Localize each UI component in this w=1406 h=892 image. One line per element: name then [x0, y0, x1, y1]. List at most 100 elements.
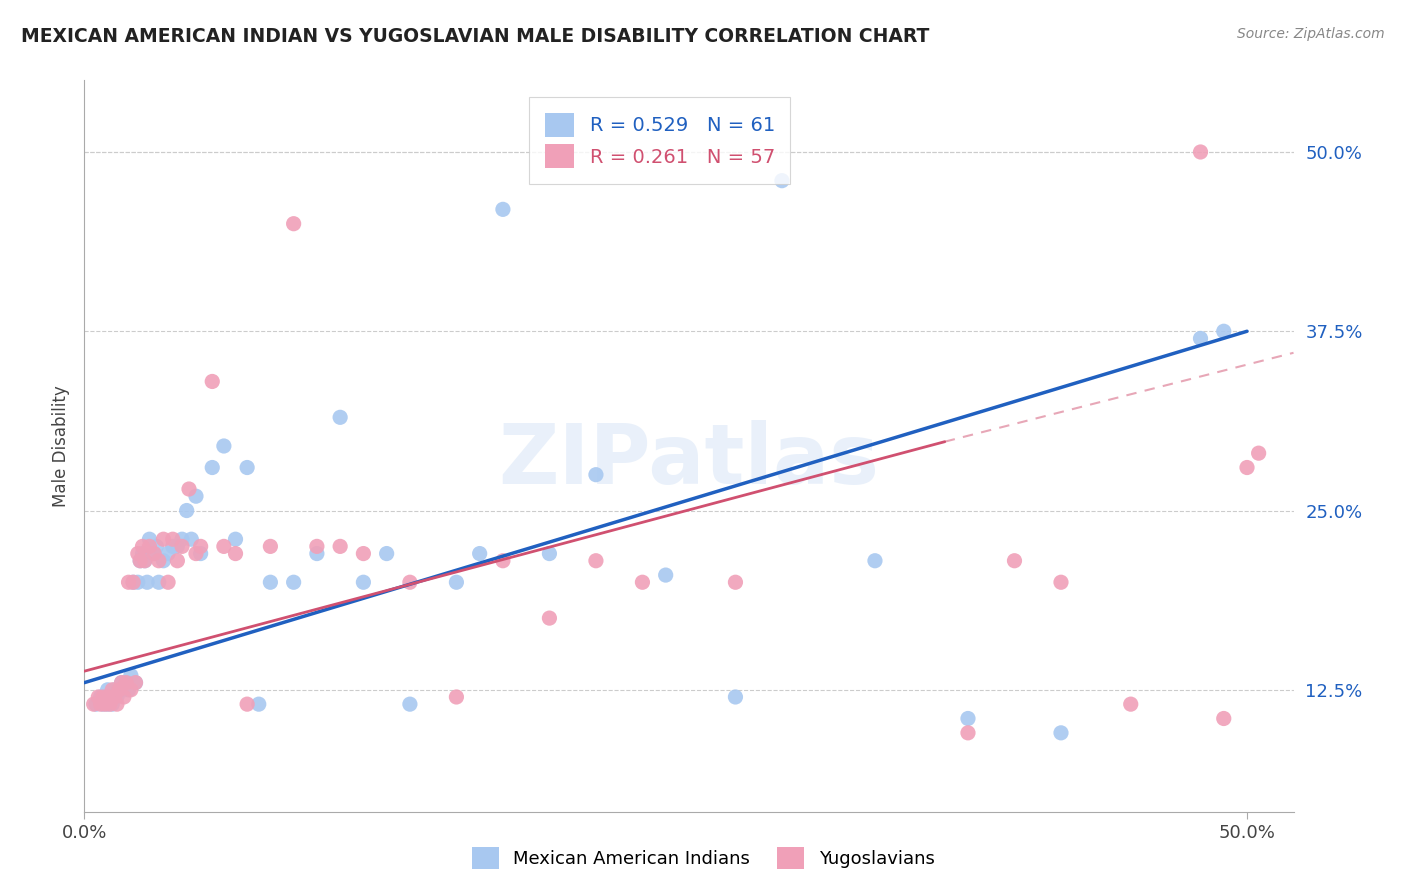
- Point: [177, 482, 200, 496]
- Point: [329, 410, 352, 425]
- Point: [104, 682, 127, 697]
- Point: [863, 554, 886, 568]
- Point: [190, 540, 212, 554]
- Point: [124, 675, 146, 690]
- Point: [157, 547, 180, 561]
- Legend: Mexican American Indians, Yugoslavians: Mexican American Indians, Yugoslavians: [463, 838, 943, 879]
- Point: [124, 675, 146, 690]
- Point: [654, 568, 676, 582]
- Point: [110, 675, 132, 690]
- Point: [305, 547, 328, 561]
- Point: [129, 554, 152, 568]
- Point: [225, 547, 247, 561]
- Point: [259, 575, 281, 590]
- Point: [90, 697, 112, 711]
- Point: [87, 690, 110, 704]
- Point: [352, 547, 374, 561]
- Point: [101, 682, 124, 697]
- Point: [101, 697, 124, 711]
- Point: [166, 540, 188, 554]
- Point: [136, 575, 159, 590]
- Point: [236, 697, 259, 711]
- Point: [201, 375, 224, 389]
- Legend: R = 0.529   N = 61, R = 0.261   N = 57: R = 0.529 N = 61, R = 0.261 N = 57: [530, 97, 790, 184]
- Point: [1050, 726, 1073, 740]
- Point: [129, 554, 152, 568]
- Point: [131, 540, 153, 554]
- Point: [91, 697, 114, 711]
- Point: [127, 575, 149, 590]
- Point: [162, 540, 184, 554]
- Point: [329, 540, 352, 554]
- Point: [176, 503, 198, 517]
- Point: [108, 682, 131, 697]
- Point: [145, 540, 167, 554]
- Point: [120, 682, 142, 697]
- Point: [631, 575, 654, 590]
- Point: [162, 533, 184, 547]
- Point: [157, 575, 180, 590]
- Point: [143, 547, 166, 561]
- Point: [131, 547, 153, 561]
- Point: [110, 675, 132, 690]
- Point: [122, 575, 145, 590]
- Point: [225, 533, 247, 547]
- Point: [236, 460, 259, 475]
- Point: [94, 690, 117, 704]
- Point: [283, 217, 305, 231]
- Point: [247, 697, 270, 711]
- Point: [538, 547, 561, 561]
- Text: MEXICAN AMERICAN INDIAN VS YUGOSLAVIAN MALE DISABILITY CORRELATION CHART: MEXICAN AMERICAN INDIAN VS YUGOSLAVIAN M…: [21, 27, 929, 45]
- Point: [770, 174, 793, 188]
- Point: [170, 540, 193, 554]
- Point: [84, 697, 107, 711]
- Point: [492, 554, 515, 568]
- Point: [724, 575, 747, 590]
- Point: [201, 460, 224, 475]
- Point: [138, 540, 160, 554]
- Point: [190, 547, 212, 561]
- Point: [122, 575, 145, 590]
- Point: [184, 547, 207, 561]
- Text: ZIPatlas: ZIPatlas: [499, 420, 879, 501]
- Point: [446, 575, 468, 590]
- Point: [585, 467, 607, 482]
- Point: [956, 711, 979, 725]
- Point: [138, 533, 160, 547]
- Y-axis label: Male Disability: Male Disability: [52, 385, 70, 507]
- Point: [352, 575, 374, 590]
- Point: [1247, 446, 1270, 460]
- Point: [134, 554, 156, 568]
- Point: [120, 668, 142, 682]
- Point: [724, 690, 747, 704]
- Point: [115, 675, 138, 690]
- Point: [83, 697, 105, 711]
- Point: [143, 547, 166, 561]
- Point: [117, 575, 139, 590]
- Point: [212, 439, 235, 453]
- Point: [212, 540, 235, 554]
- Point: [399, 697, 422, 711]
- Point: [305, 540, 328, 554]
- Point: [90, 690, 112, 704]
- Point: [375, 547, 398, 561]
- Point: [1189, 331, 1212, 345]
- Point: [283, 575, 305, 590]
- Point: [108, 682, 131, 697]
- Point: [492, 202, 515, 217]
- Point: [98, 690, 121, 704]
- Point: [1212, 324, 1234, 338]
- Point: [538, 611, 561, 625]
- Point: [104, 690, 127, 704]
- Point: [97, 682, 120, 697]
- Point: [1004, 554, 1026, 568]
- Point: [117, 682, 139, 697]
- Point: [105, 697, 128, 711]
- Point: [134, 554, 156, 568]
- Point: [956, 726, 979, 740]
- Point: [94, 697, 117, 711]
- Point: [468, 547, 491, 561]
- Point: [585, 554, 607, 568]
- Point: [1189, 145, 1212, 159]
- Point: [115, 675, 138, 690]
